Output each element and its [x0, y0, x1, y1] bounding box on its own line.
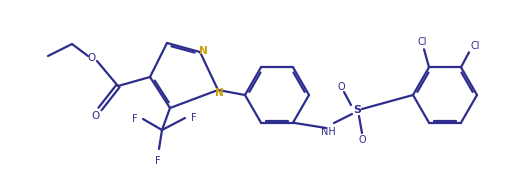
Text: F: F: [191, 113, 197, 123]
Text: NH: NH: [321, 127, 335, 137]
Text: O: O: [92, 111, 100, 121]
Text: N: N: [198, 46, 207, 56]
Text: Cl: Cl: [418, 37, 427, 47]
Text: O: O: [358, 135, 366, 145]
Text: F: F: [132, 114, 138, 124]
Text: N: N: [214, 88, 223, 98]
Text: O: O: [337, 82, 345, 92]
Text: F: F: [155, 156, 161, 166]
Text: S: S: [353, 105, 361, 115]
Text: Cl: Cl: [470, 41, 480, 51]
Text: O: O: [87, 53, 95, 63]
